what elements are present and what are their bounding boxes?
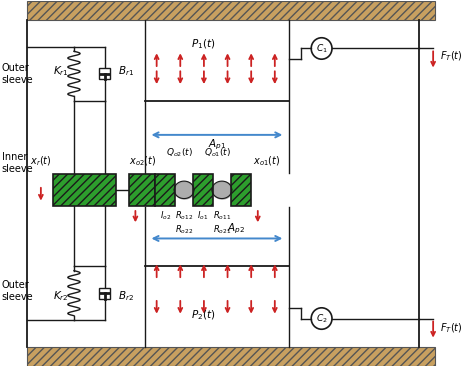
Text: Inner
sleeve: Inner sleeve: [1, 152, 33, 174]
Bar: [100, 288, 110, 298]
Text: $x_r(t)$: $x_r(t)$: [30, 155, 52, 168]
Text: $I_{o1}$: $I_{o1}$: [197, 210, 209, 222]
Bar: [100, 69, 110, 79]
Text: $A_{p2}$: $A_{p2}$: [227, 222, 245, 236]
Text: $R_{o11}$: $R_{o11}$: [213, 210, 231, 222]
Text: $R_{o21}$: $R_{o21}$: [213, 223, 231, 236]
Text: $F_T(t)$: $F_T(t)$: [440, 321, 463, 335]
Bar: [155, 174, 175, 206]
Text: $I_{o2}$: $I_{o2}$: [160, 210, 171, 222]
Bar: [129, 174, 155, 206]
Text: $P_2(t)$: $P_2(t)$: [191, 308, 215, 322]
Bar: [53, 174, 117, 206]
Text: $Q_{o2}(t)$: $Q_{o2}(t)$: [166, 147, 193, 159]
Text: $R_{o12}$: $R_{o12}$: [175, 210, 193, 222]
Text: $R_{o22}$: $R_{o22}$: [175, 223, 193, 236]
Text: $x_{o2}(t)$: $x_{o2}(t)$: [129, 155, 156, 168]
Text: Outer
sleeve: Outer sleeve: [1, 63, 33, 85]
Bar: [231, 174, 251, 206]
Bar: [193, 174, 213, 206]
Text: $B_{r1}$: $B_{r1}$: [118, 65, 134, 78]
Bar: [27, 347, 436, 366]
Text: $B_{r2}$: $B_{r2}$: [118, 289, 134, 302]
Text: $K_{r2}$: $K_{r2}$: [53, 289, 68, 302]
Text: $C_1$: $C_1$: [316, 42, 328, 55]
Text: $K_{r1}$: $K_{r1}$: [53, 65, 68, 78]
Bar: [27, 1, 436, 20]
Text: $Q_{o1}(t)$: $Q_{o1}(t)$: [204, 147, 231, 159]
Text: $F_T(t)$: $F_T(t)$: [440, 49, 463, 63]
Text: $x_{o1}(t)$: $x_{o1}(t)$: [253, 155, 281, 168]
Text: $P_1(t)$: $P_1(t)$: [191, 38, 215, 51]
Text: $C_2$: $C_2$: [316, 312, 328, 325]
Text: $A_{p1}$: $A_{p1}$: [208, 137, 226, 152]
Text: Outer
sleeve: Outer sleeve: [1, 280, 33, 302]
